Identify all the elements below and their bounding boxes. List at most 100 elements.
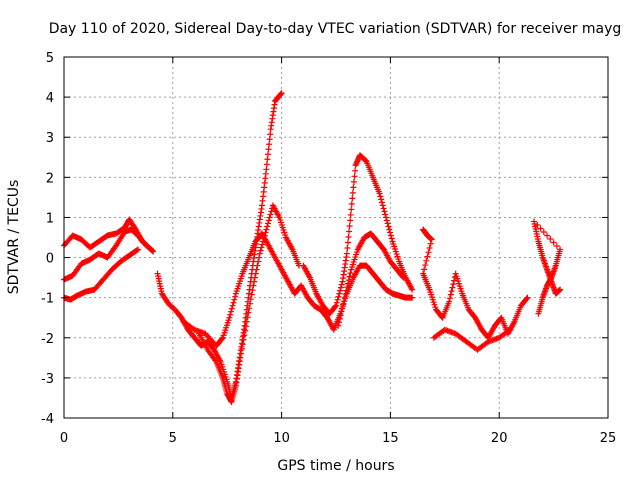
data-point: [343, 287, 350, 294]
data-point: [277, 91, 284, 98]
data-point: [256, 254, 263, 261]
data-point: [344, 239, 351, 246]
data-point: [338, 308, 345, 315]
data-point: [232, 293, 239, 300]
data-point: [426, 245, 433, 252]
series-track-i: [420, 226, 531, 341]
data-point: [346, 222, 353, 229]
data-point: [346, 273, 353, 280]
data-point: [226, 314, 233, 321]
data-point: [255, 258, 262, 265]
data-point: [256, 250, 263, 257]
data-point: [425, 249, 432, 256]
data-point: [334, 296, 341, 303]
data-point: [400, 274, 407, 281]
data-point: [447, 291, 454, 298]
y-tick-label: -4: [41, 412, 54, 427]
data-point: [133, 247, 140, 254]
y-tick-label: 5: [46, 51, 54, 66]
data-point: [335, 322, 342, 329]
data-point: [231, 296, 238, 303]
x-axis-label: GPS time / hours: [277, 458, 394, 474]
data-point: [381, 208, 388, 215]
data-point: [245, 309, 252, 316]
y-tick-label: 3: [46, 131, 54, 146]
axis-ticks: 0 5 10 15 20 25 -4 -3 -2 -1 0 1 2 3 4 5: [41, 51, 616, 446]
data-point: [264, 223, 271, 230]
data-point: [523, 295, 530, 302]
data-point: [247, 300, 254, 307]
data-point: [229, 302, 236, 309]
data-point: [340, 301, 347, 308]
data-point: [345, 233, 352, 240]
data-point: [550, 239, 557, 246]
y-tick-label: -3: [41, 372, 54, 387]
y-axis-label: SDTVAR / TECUs: [6, 180, 22, 295]
data-point: [257, 247, 264, 254]
data-point: [378, 196, 385, 203]
data-point: [278, 90, 285, 97]
data-point: [333, 299, 340, 306]
data-point: [421, 266, 428, 273]
data-point: [263, 161, 270, 168]
data-point: [348, 200, 355, 207]
data-point: [387, 232, 394, 239]
data-point: [244, 314, 251, 321]
data-point: [348, 206, 355, 213]
data-point: [253, 266, 260, 273]
data-point: [388, 235, 395, 242]
data-point: [383, 214, 390, 221]
data-point: [254, 262, 261, 269]
data-point: [409, 294, 416, 301]
data-point: [263, 226, 270, 233]
data-point: [380, 205, 387, 212]
data-point: [341, 294, 348, 301]
data-point: [449, 284, 456, 291]
data-point: [242, 323, 249, 330]
data-point: [242, 327, 249, 334]
data-point: [399, 273, 406, 280]
data-point: [333, 302, 339, 309]
data-point: [266, 136, 273, 143]
data-point: [337, 287, 344, 294]
data-point: [423, 257, 430, 264]
data-point: [228, 305, 235, 312]
data-point: [259, 241, 266, 248]
x-tick-label: 20: [491, 431, 508, 446]
data-point: [263, 166, 270, 173]
y-tick-label: 0: [46, 252, 54, 267]
data-point: [540, 228, 547, 235]
data-point: [346, 228, 353, 235]
data-point: [227, 311, 234, 318]
data-point: [386, 226, 393, 233]
data-point: [352, 167, 359, 174]
data-point: [237, 354, 244, 361]
data-point: [336, 315, 343, 322]
data-point: [230, 299, 237, 306]
y-tick-label: -1: [41, 292, 54, 307]
data-point: [266, 214, 273, 221]
data-point: [267, 211, 274, 218]
data-point: [557, 286, 564, 293]
series-track-f: [180, 230, 416, 349]
data-point: [344, 284, 351, 291]
data-point: [524, 294, 531, 301]
data-point: [252, 270, 259, 277]
data-point: [337, 312, 344, 319]
y-tick-label: -2: [41, 332, 54, 347]
data-point: [265, 151, 271, 158]
data-point: [258, 244, 265, 251]
data-point: [428, 236, 435, 243]
data-point: [265, 217, 272, 224]
y-tick-label: 4: [46, 91, 54, 106]
data-point: [344, 280, 351, 287]
chart-title: Day 110 of 2020, Sidereal Day-to-day VTE…: [49, 21, 622, 37]
data-point: [335, 319, 342, 326]
data-point: [422, 262, 429, 269]
series-track-a: [61, 216, 157, 255]
data-point: [347, 270, 354, 277]
data-point: [379, 202, 386, 209]
data-point: [547, 236, 554, 243]
data-point: [505, 327, 512, 334]
data-point: [251, 274, 258, 281]
